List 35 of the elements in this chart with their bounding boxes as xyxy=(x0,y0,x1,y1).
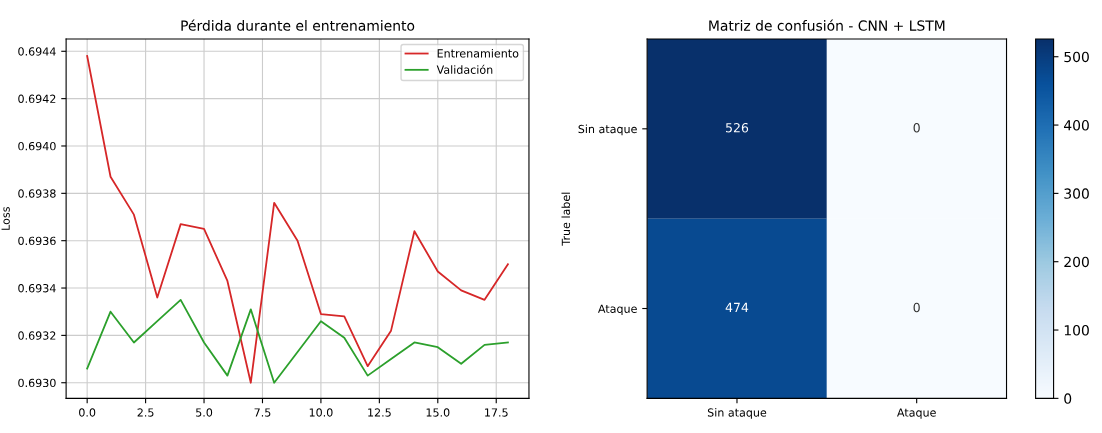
y-tick-label: 0.6932 xyxy=(18,331,56,340)
x-tick-label: Ataque xyxy=(897,408,936,419)
color-bar-label: 0 xyxy=(1064,393,1072,404)
color-bar-label: 200 xyxy=(1064,256,1089,268)
data-label: 474 xyxy=(725,302,749,312)
color-bar-label: 500 xyxy=(1064,51,1089,63)
y-tick-label: 0.6938 xyxy=(18,189,56,198)
data-label: 0 xyxy=(913,122,920,133)
x-tick-label: Sin ataque xyxy=(707,408,767,419)
color-bar-label: 100 xyxy=(1064,325,1089,336)
x-tick-label: 17.5 xyxy=(485,408,508,417)
x-tick-label: 12.5 xyxy=(368,408,391,417)
x-tick-label: 10.0 xyxy=(309,408,333,417)
color-bar-label: 300 xyxy=(1064,188,1089,199)
chart-title: Pérdida durante el entrenamiento xyxy=(181,19,415,31)
y-tick-label: 0.6930 xyxy=(18,378,56,388)
y-tick-label: 0.6934 xyxy=(18,284,56,293)
y-tick-label: 0.6944 xyxy=(18,47,56,56)
legend-label: Validación xyxy=(436,64,493,74)
data-label: 526 xyxy=(726,122,749,133)
line-series xyxy=(86,298,509,384)
x-tick-label: 2.5 xyxy=(137,408,154,417)
x-tick-label: 15.0 xyxy=(426,408,450,417)
color-bar-label: 400 xyxy=(1063,120,1089,131)
y-tick-label: 0.6936 xyxy=(18,236,56,246)
x-tick-label: 7.5 xyxy=(254,408,271,417)
chart-title: Matriz de confusión - CNN + LSTM xyxy=(709,19,945,31)
legend-label: Entrenamiento xyxy=(437,48,519,58)
y-axis-title: True label xyxy=(561,192,571,246)
y-axis-title: Loss xyxy=(1,207,10,230)
y-tick-label: 0.6940 xyxy=(18,141,56,151)
x-tick-label: 0.0 xyxy=(79,408,96,417)
data-label: 0 xyxy=(913,302,920,313)
x-tick-label: 5.0 xyxy=(196,408,213,417)
y-tick-label: 0.6942 xyxy=(18,94,56,104)
